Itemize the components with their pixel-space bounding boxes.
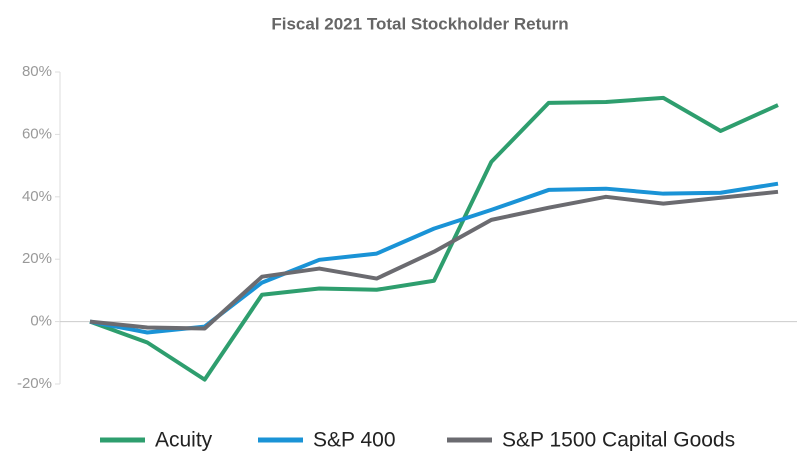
legend-label: S&P 400	[313, 429, 396, 452]
y-tick-label: 80%	[22, 63, 52, 80]
series-line	[89, 95, 779, 382]
legend-label: Acuity	[155, 429, 213, 452]
chart-title: Fiscal 2021 Total Stockholder Return	[271, 14, 568, 33]
y-tick-label: 20%	[22, 250, 52, 267]
y-tick-label: 40%	[22, 188, 52, 205]
y-tick-label: 60%	[22, 125, 52, 142]
series-line	[89, 181, 779, 335]
series-line	[89, 189, 779, 331]
legend-label: S&P 1500 Capital Goods	[502, 429, 735, 452]
y-tick-label: -20%	[17, 375, 52, 392]
y-tick-label: 0%	[30, 313, 52, 330]
